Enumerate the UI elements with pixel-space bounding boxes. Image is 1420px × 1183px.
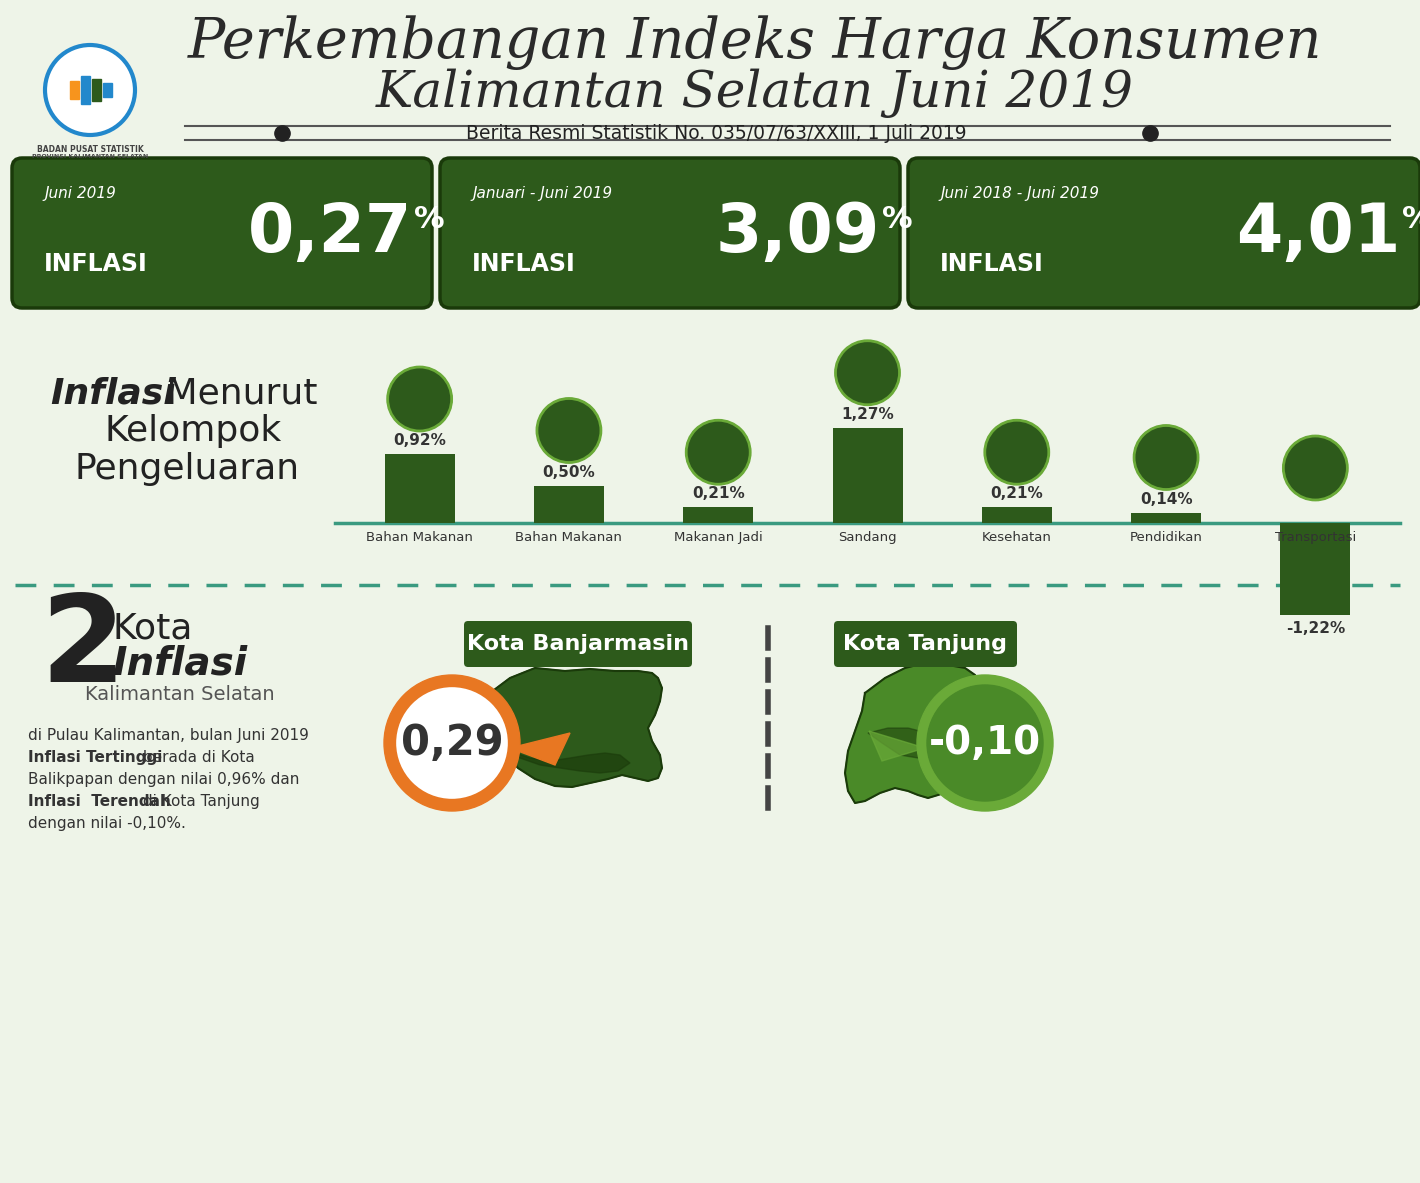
Polygon shape [868, 728, 960, 758]
Circle shape [45, 45, 135, 135]
Text: Kalimantan Selatan: Kalimantan Selatan [85, 685, 274, 705]
Bar [981, 508, 1052, 523]
Polygon shape [845, 662, 983, 803]
Text: 0,21%: 0,21% [692, 486, 744, 502]
Bar [832, 428, 903, 523]
Text: -1,22%: -1,22% [1285, 621, 1345, 635]
Bar [81, 76, 89, 104]
Text: berada di Kota: berada di Kota [139, 750, 256, 765]
Text: 1,27%: 1,27% [841, 407, 893, 422]
Circle shape [537, 399, 601, 463]
Circle shape [835, 341, 899, 405]
FancyBboxPatch shape [11, 159, 432, 308]
Text: Januari - Juni 2019: Januari - Juni 2019 [471, 186, 612, 201]
Circle shape [686, 420, 750, 484]
Text: Bahan Makanan: Bahan Makanan [366, 531, 473, 544]
Text: Sandang: Sandang [838, 531, 897, 544]
Text: Menurut: Menurut [155, 376, 318, 411]
Text: Kota: Kota [112, 610, 192, 645]
Text: di Kota Tanjung: di Kota Tanjung [139, 794, 260, 809]
Text: INFLASI: INFLASI [471, 252, 575, 276]
Bar [92, 79, 101, 101]
Text: Berita Resmi Statistik No. 035/07/63/XXIII, 1 Juli 2019: Berita Resmi Statistik No. 035/07/63/XXI… [466, 123, 967, 142]
Text: PROVINSI KALIMANTAN SELATAN: PROVINSI KALIMANTAN SELATAN [31, 154, 148, 159]
Text: Pendidikan: Pendidikan [1130, 531, 1203, 544]
Text: 3,09: 3,09 [716, 200, 880, 266]
FancyBboxPatch shape [834, 621, 1017, 667]
Text: Kalimantan Selatan Juni 2019: Kalimantan Selatan Juni 2019 [376, 69, 1135, 118]
Text: -0,10: -0,10 [929, 724, 1041, 762]
Text: 2: 2 [40, 589, 125, 706]
Text: Inflasi: Inflasi [50, 376, 176, 411]
Text: %: % [1402, 205, 1420, 233]
Circle shape [985, 420, 1049, 484]
FancyBboxPatch shape [464, 621, 692, 667]
Bar [1281, 523, 1350, 614]
Text: Inflasi  Terendah: Inflasi Terendah [28, 794, 170, 809]
Text: Kota Tanjung: Kota Tanjung [843, 634, 1007, 654]
Bar [534, 485, 604, 523]
Circle shape [1284, 437, 1348, 500]
Text: Balikpapan dengan nilai 0,96% dan: Balikpapan dengan nilai 0,96% dan [28, 772, 300, 787]
Text: di Pulau Kalimantan, bulan Juni 2019: di Pulau Kalimantan, bulan Juni 2019 [28, 728, 310, 743]
Bar [1132, 512, 1201, 523]
Text: %: % [882, 205, 913, 233]
Text: Inflasi Tertinggi: Inflasi Tertinggi [28, 750, 162, 765]
Text: %: % [415, 205, 444, 233]
Polygon shape [487, 668, 662, 787]
Text: INFLASI: INFLASI [44, 252, 148, 276]
Text: Inflasi: Inflasi [112, 644, 247, 683]
Text: 0,29: 0,29 [400, 722, 503, 764]
Text: Bahan Makanan: Bahan Makanan [515, 531, 622, 544]
Text: 0,50%: 0,50% [542, 465, 595, 479]
Text: Transportasi: Transportasi [1275, 531, 1356, 544]
Circle shape [917, 675, 1054, 812]
Text: Kota Banjarmasin: Kota Banjarmasin [467, 634, 689, 654]
Text: BADAN PUSAT STATISTIK: BADAN PUSAT STATISTIK [37, 146, 143, 154]
Polygon shape [869, 731, 924, 761]
Polygon shape [500, 743, 630, 772]
Circle shape [927, 685, 1044, 801]
Circle shape [1135, 426, 1198, 490]
Text: 0,92%: 0,92% [393, 433, 446, 448]
Text: Kelompok: Kelompok [105, 414, 283, 448]
Circle shape [392, 683, 513, 803]
Text: Juni 2018 - Juni 2019: Juni 2018 - Juni 2019 [940, 186, 1099, 201]
Text: Juni 2019: Juni 2019 [44, 186, 116, 201]
Text: 0,14%: 0,14% [1140, 491, 1193, 506]
Text: INFLASI: INFLASI [940, 252, 1044, 276]
Bar [104, 83, 112, 97]
FancyBboxPatch shape [440, 159, 900, 308]
Text: 4,01: 4,01 [1235, 200, 1400, 266]
Text: 0,21%: 0,21% [990, 486, 1044, 502]
Text: Kesehatan: Kesehatan [981, 531, 1052, 544]
Bar [683, 508, 753, 523]
Text: dengan nilai -0,10%.: dengan nilai -0,10%. [28, 816, 186, 830]
Circle shape [383, 675, 520, 812]
Circle shape [388, 367, 452, 431]
Bar [70, 80, 80, 99]
Text: Makanan Jadi: Makanan Jadi [674, 531, 763, 544]
Text: 0,27: 0,27 [247, 200, 412, 266]
Text: Pengeluaran: Pengeluaran [75, 452, 300, 486]
FancyBboxPatch shape [907, 159, 1420, 308]
Polygon shape [510, 733, 569, 765]
Text: Perkembangan Indeks Harga Konsumen: Perkembangan Indeks Harga Konsumen [187, 15, 1322, 70]
Bar [385, 454, 454, 523]
